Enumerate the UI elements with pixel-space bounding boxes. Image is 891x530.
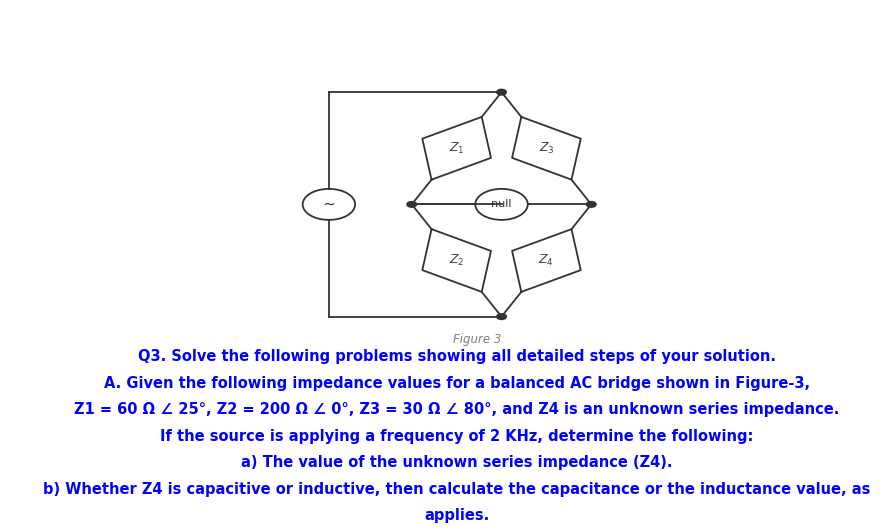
Text: b) Whether Z4 is capacitive or inductive, then calculate the capacitance or the : b) Whether Z4 is capacitive or inductive… (43, 482, 871, 497)
Text: null: null (491, 199, 511, 209)
Text: ~: ~ (323, 197, 335, 212)
Circle shape (407, 201, 417, 207)
Text: $Z_1$: $Z_1$ (449, 141, 464, 156)
Text: $Z_2$: $Z_2$ (449, 253, 464, 268)
Text: a) The value of the unknown series impedance (Z4).: a) The value of the unknown series imped… (241, 455, 673, 471)
Text: $Z_3$: $Z_3$ (538, 141, 554, 156)
Text: Figure 3: Figure 3 (454, 333, 502, 346)
Circle shape (496, 314, 506, 320)
Circle shape (586, 201, 596, 207)
Text: A. Given the following impedance values for a balanced AC bridge shown in Figure: A. Given the following impedance values … (103, 376, 810, 391)
Text: Q3. Solve the following problems showing all detailed steps of your solution.: Q3. Solve the following problems showing… (137, 349, 776, 364)
Text: If the source is applying a frequency of 2 KHz, determine the following:: If the source is applying a frequency of… (160, 429, 753, 444)
Text: Z1 = 60 Ω ∠ 25°, Z2 = 200 Ω ∠ 0°, Z3 = 30 Ω ∠ 80°, and Z4 is an unknown series i: Z1 = 60 Ω ∠ 25°, Z2 = 200 Ω ∠ 0°, Z3 = 3… (74, 402, 839, 417)
Circle shape (496, 90, 506, 95)
Text: $Z_4$: $Z_4$ (538, 253, 554, 268)
Text: applies.: applies. (424, 508, 489, 524)
